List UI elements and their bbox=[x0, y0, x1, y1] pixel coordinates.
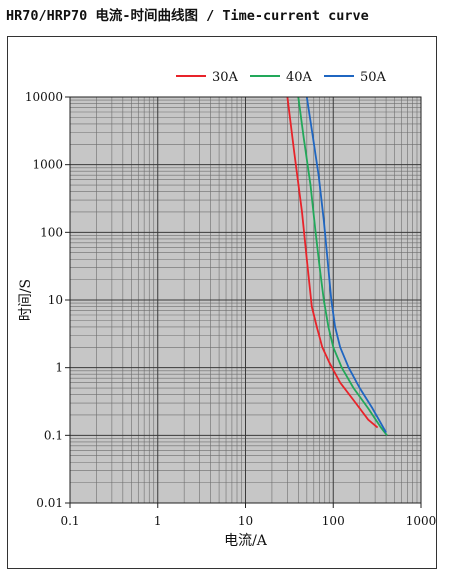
curves bbox=[286, 96, 388, 436]
y-tick-label: 0.1 bbox=[44, 428, 63, 442]
legend-label-30A: 30A bbox=[212, 70, 239, 85]
y-tick-label: 0.01 bbox=[36, 496, 63, 510]
x-tick-label: 10 bbox=[238, 514, 253, 528]
legend: 30A 40A 50A bbox=[176, 70, 387, 85]
x-axis-label: 电流/A bbox=[224, 533, 268, 549]
curve-50A bbox=[305, 96, 387, 433]
x-tick-label: 1 bbox=[154, 514, 162, 528]
y-tick-label: 10000 bbox=[25, 90, 63, 104]
x-tick-label: 1000 bbox=[406, 514, 437, 528]
chart-frame bbox=[7, 36, 437, 569]
x-tick-label: 100 bbox=[322, 514, 345, 528]
y-axis-label: 时间/S bbox=[18, 279, 34, 321]
y-tick-label: 1000 bbox=[32, 158, 63, 172]
page-title: HR70/HRP70 电流-时间曲线图 / Time-current curve bbox=[6, 8, 369, 24]
y-tick-label: 1 bbox=[55, 361, 63, 375]
curve-30A bbox=[286, 96, 379, 429]
legend-label-50A: 50A bbox=[360, 70, 387, 85]
y-tick-label: 10 bbox=[48, 293, 63, 307]
y-tick-label: 100 bbox=[40, 225, 63, 239]
y-axis-ticks: 0.01 0.1 1 10 100 1000 10000 bbox=[25, 90, 70, 510]
curve-40A bbox=[297, 96, 388, 436]
legend-label-40A: 40A bbox=[286, 70, 313, 85]
x-tick-label: 0.1 bbox=[60, 514, 79, 528]
x-axis-ticks: 0.1 1 10 100 1000 bbox=[60, 503, 436, 528]
